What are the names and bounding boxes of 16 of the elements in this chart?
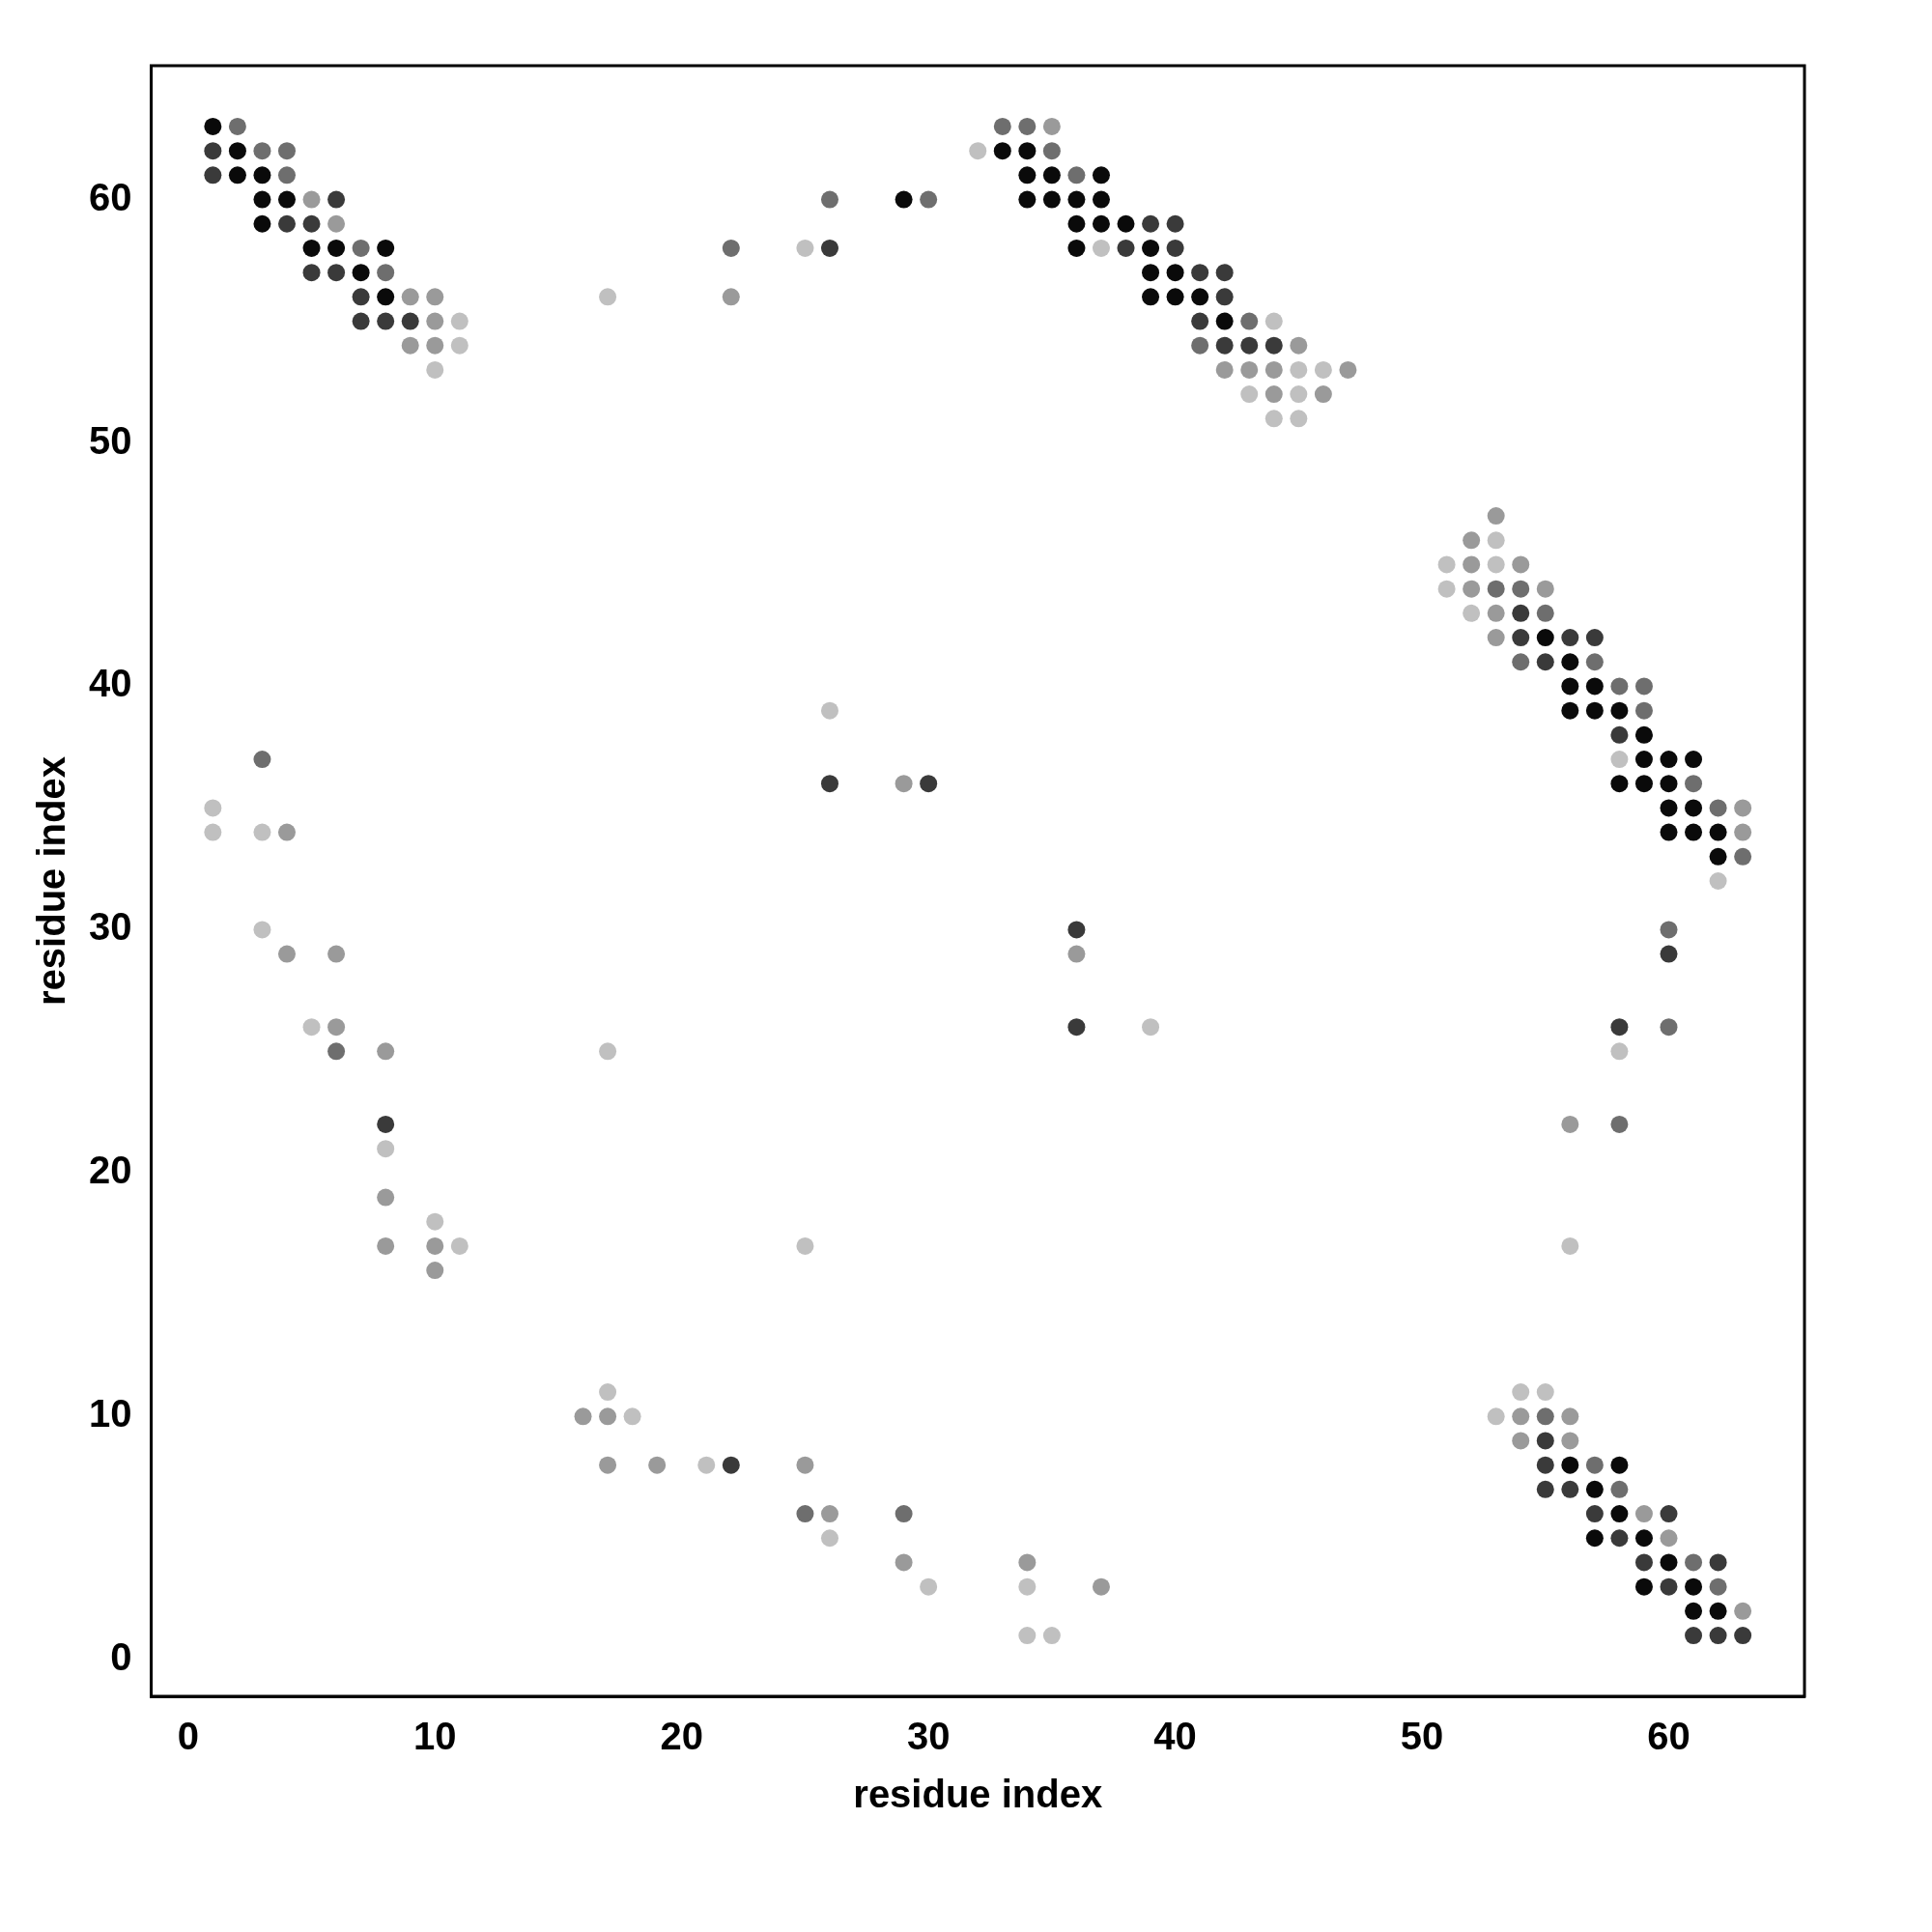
x-tick-label: 50 <box>1400 1715 1444 1758</box>
x-tick-label: 30 <box>906 1715 951 1758</box>
x-tick-label: 10 <box>413 1715 457 1758</box>
y-tick-label: 20 <box>88 1149 132 1192</box>
x-tick-label: 40 <box>1153 1715 1197 1758</box>
y-tick-label: 40 <box>88 662 132 705</box>
y-tick-label: 10 <box>88 1392 132 1435</box>
y-tick-label: 30 <box>88 905 132 949</box>
y-tick-label: 0 <box>110 1635 132 1679</box>
x-axis-title: residue index <box>853 1773 1103 1816</box>
x-tick-label: 0 <box>177 1715 199 1758</box>
y-tick-label: 50 <box>88 418 132 462</box>
y-axis-title: residue index <box>30 756 73 1006</box>
x-tick-label: 20 <box>660 1715 703 1758</box>
y-tick-label: 60 <box>88 175 132 218</box>
x-tick-label: 60 <box>1647 1715 1690 1758</box>
